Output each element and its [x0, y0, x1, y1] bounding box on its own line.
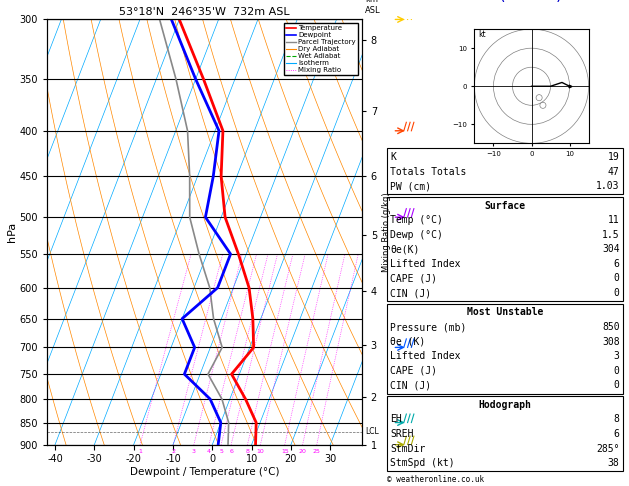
Text: © weatheronline.co.uk: © weatheronline.co.uk: [387, 474, 484, 484]
Text: Hodograph: Hodograph: [478, 400, 532, 410]
Text: 1.03: 1.03: [596, 181, 620, 191]
Text: 304: 304: [602, 244, 620, 254]
Text: 8: 8: [245, 449, 249, 454]
Text: CIN (J): CIN (J): [390, 288, 431, 298]
Text: 15: 15: [281, 449, 289, 454]
Text: 0: 0: [614, 288, 620, 298]
Text: 1: 1: [138, 449, 142, 454]
Text: CAPE (J): CAPE (J): [390, 274, 437, 283]
Text: Temp (°C): Temp (°C): [390, 215, 443, 225]
Text: 308: 308: [602, 337, 620, 347]
Text: Surface: Surface: [484, 201, 525, 210]
Text: 6: 6: [229, 449, 233, 454]
Text: 850: 850: [602, 322, 620, 332]
Text: EH: EH: [390, 415, 402, 424]
Text: Pressure (mb): Pressure (mb): [390, 322, 466, 332]
Legend: Temperature, Dewpoint, Parcel Trajectory, Dry Adiabat, Wet Adiabat, Isotherm, Mi: Temperature, Dewpoint, Parcel Trajectory…: [284, 23, 358, 75]
Text: Lifted Index: Lifted Index: [390, 259, 460, 269]
Text: CIN (J): CIN (J): [390, 381, 431, 390]
Text: 19: 19: [608, 152, 620, 162]
Text: 0: 0: [614, 381, 620, 390]
Y-axis label: hPa: hPa: [7, 222, 17, 242]
Text: 0: 0: [614, 274, 620, 283]
Text: 4: 4: [207, 449, 211, 454]
Text: StmSpd (kt): StmSpd (kt): [390, 458, 455, 468]
Text: 2: 2: [171, 449, 175, 454]
Text: 0: 0: [614, 366, 620, 376]
X-axis label: Dewpoint / Temperature (°C): Dewpoint / Temperature (°C): [130, 467, 279, 477]
Text: 10: 10: [257, 449, 264, 454]
Text: Totals Totals: Totals Totals: [390, 167, 466, 176]
Text: 11: 11: [608, 215, 620, 225]
Text: Dewp (°C): Dewp (°C): [390, 230, 443, 240]
Text: θe(K): θe(K): [390, 244, 420, 254]
Text: Most Unstable: Most Unstable: [467, 308, 543, 317]
Text: 28.09.2024  00GMT (Base: 18): 28.09.2024 00GMT (Base: 18): [387, 0, 562, 2]
Title: 53°18'N  246°35'W  732m ASL: 53°18'N 246°35'W 732m ASL: [119, 7, 290, 17]
Text: 3: 3: [614, 351, 620, 361]
Text: CAPE (J): CAPE (J): [390, 366, 437, 376]
Text: SREH: SREH: [390, 429, 413, 439]
Text: 6: 6: [614, 429, 620, 439]
Text: 25: 25: [313, 449, 321, 454]
Text: 3: 3: [192, 449, 196, 454]
Text: 8: 8: [614, 415, 620, 424]
Text: 5: 5: [219, 449, 223, 454]
Text: 6: 6: [614, 259, 620, 269]
Text: 1.5: 1.5: [602, 230, 620, 240]
Text: K: K: [390, 152, 396, 162]
Text: PW (cm): PW (cm): [390, 181, 431, 191]
Text: StmDir: StmDir: [390, 444, 425, 453]
Text: 285°: 285°: [596, 444, 620, 453]
Text: 47: 47: [608, 167, 620, 176]
Text: 38: 38: [608, 458, 620, 468]
Text: θe (K): θe (K): [390, 337, 425, 347]
Text: Mixing Ratio (g/kg): Mixing Ratio (g/kg): [382, 192, 391, 272]
Text: kt: kt: [478, 30, 486, 39]
Text: 20: 20: [299, 449, 306, 454]
Text: km
ASL: km ASL: [365, 0, 381, 15]
Text: LCL: LCL: [365, 427, 379, 436]
Text: Lifted Index: Lifted Index: [390, 351, 460, 361]
